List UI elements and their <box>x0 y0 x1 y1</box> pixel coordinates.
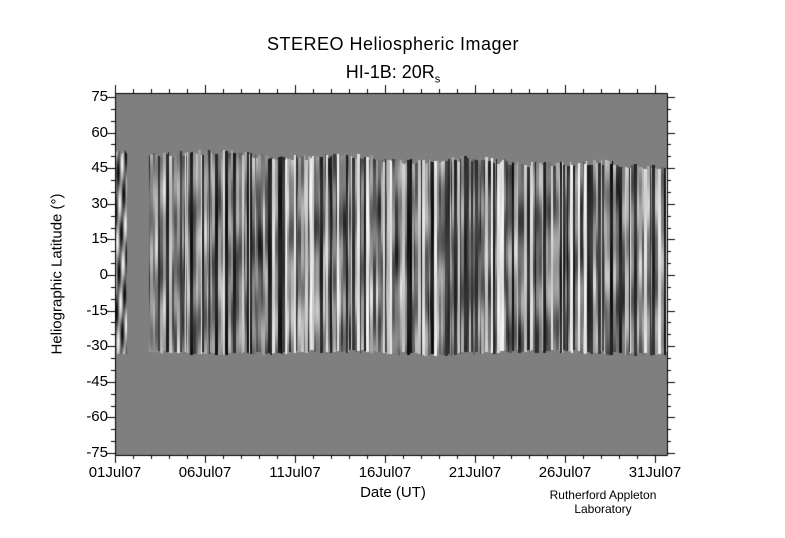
y-tick-label: 45 <box>91 159 108 176</box>
y-tick-label: -60 <box>86 408 108 425</box>
x-tick-label: 26Jul07 <box>538 464 592 481</box>
y-tick-label: -75 <box>86 444 108 461</box>
x-tick-label: 21Jul07 <box>448 464 502 481</box>
x-tick-label: 06Jul07 <box>178 464 232 481</box>
x-tick-label: 11Jul07 <box>269 464 321 481</box>
y-tick-label: 60 <box>91 124 108 141</box>
chart-title: STEREO Heliospheric Imager <box>266 34 520 54</box>
y-tick-label: 15 <box>91 230 108 247</box>
x-tick-label: 01Jul07 <box>88 464 142 481</box>
chart-subtitle-text: HI-1B: 20R <box>345 62 435 82</box>
y-tick-label: 0 <box>99 266 108 283</box>
x-tick-label: 31Jul07 <box>628 464 682 481</box>
chart-subtitle: HI-1B: 20Rs <box>115 62 671 86</box>
y-tick-label: -15 <box>86 302 108 319</box>
y-tick-label: 75 <box>91 88 108 105</box>
credit-text: Rutherford Appleton Laboratory <box>549 488 657 516</box>
y-tick-label: -45 <box>86 373 108 390</box>
y-tick-label: 30 <box>91 195 108 212</box>
x-tick-label: 16Jul07 <box>358 464 412 481</box>
chart-subtitle-subscript: s <box>434 73 441 86</box>
x-axis-title: Date (UT) <box>360 484 426 501</box>
y-tick-label: -30 <box>86 337 108 354</box>
